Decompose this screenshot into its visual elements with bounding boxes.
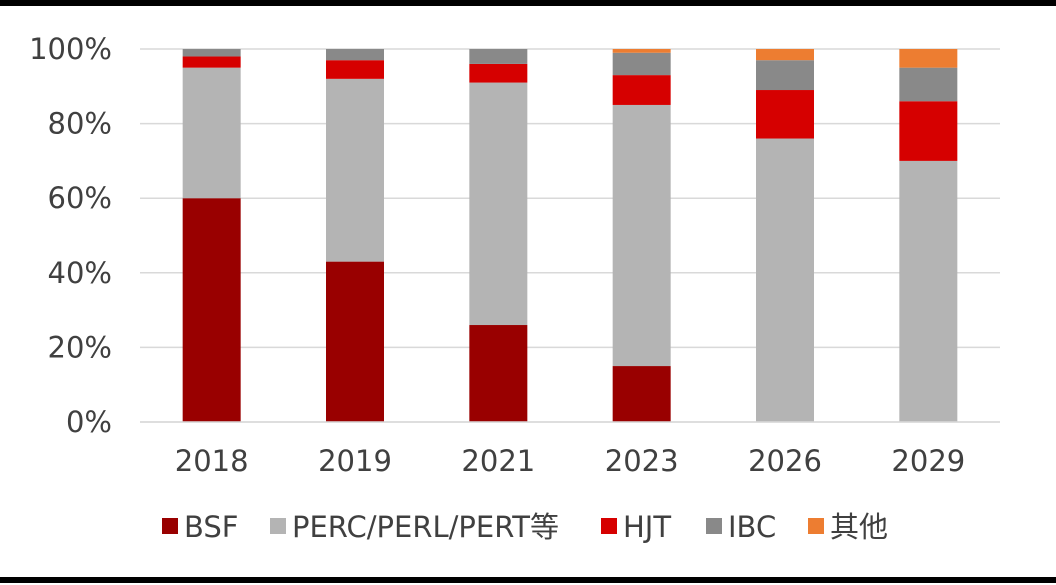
- bar-segment-2021-s3: [469, 49, 528, 64]
- x-tick-label-2026: 2026: [748, 444, 822, 478]
- legend-swatch-s1: [270, 518, 286, 534]
- bar-segment-2018-s0: [182, 198, 241, 422]
- bottom-rule: [0, 577, 1056, 583]
- bar-segment-2021-s1: [469, 82, 528, 326]
- bar-segment-2029-s1: [899, 160, 958, 422]
- legend-label-s3: IBC: [728, 510, 776, 544]
- bar-segment-2019-s0: [326, 261, 384, 422]
- x-tick-label-2023: 2023: [605, 444, 679, 478]
- bar-segment-2023-s0: [612, 366, 671, 422]
- x-tick-label-2018: 2018: [175, 444, 249, 478]
- x-axis-tick-labels: 2018 2019 2021 2023 2026 2029: [175, 444, 965, 478]
- bar-segment-2019-s3: [326, 49, 384, 61]
- y-tick-label: 0%: [66, 405, 112, 439]
- legend-swatch-s4: [808, 518, 824, 534]
- y-tick-label: 60%: [48, 181, 112, 215]
- bar-segment-2026-s1: [756, 138, 814, 422]
- bar-segment-2018-s1: [182, 67, 241, 199]
- x-tick-label-2021: 2021: [461, 444, 535, 478]
- bar-segment-2026-s2: [756, 90, 814, 139]
- bars: [140, 49, 1000, 423]
- y-tick-label: 80%: [48, 107, 112, 141]
- legend-label-s2: HJT: [623, 510, 671, 544]
- x-tick-label-2019: 2019: [318, 444, 392, 478]
- legend-label-s1: PERC/PERL/PERT等: [292, 510, 559, 544]
- bar-segment-2023-s4: [612, 49, 671, 53]
- legend-swatch-s2: [601, 518, 617, 534]
- bar-segment-2019-s2: [326, 60, 384, 79]
- y-tick-label: 20%: [48, 330, 112, 364]
- x-tick-label-2029: 2029: [891, 444, 965, 478]
- legend-swatch-s3: [706, 518, 722, 534]
- bar-segment-2026-s3: [756, 60, 814, 91]
- bar-segment-2021-s0: [469, 325, 528, 422]
- bar-segment-2018-s2: [182, 56, 241, 68]
- legend: BSF PERC/PERL/PERT等 HJT IBC 其他: [162, 510, 888, 544]
- y-tick-label: 40%: [48, 256, 112, 290]
- legend-swatch-s0: [162, 518, 178, 534]
- y-axis-tick-labels: 0% 20% 40% 60% 80% 100%: [29, 32, 112, 439]
- bar-segment-2021-s2: [469, 63, 528, 83]
- top-rule: [0, 0, 1056, 6]
- bar-segment-2029-s4: [899, 49, 958, 68]
- bar-segment-2029-s2: [899, 101, 958, 161]
- y-tick-label: 100%: [29, 32, 112, 66]
- bar-segment-2023-s3: [612, 52, 671, 76]
- gridlines: [140, 48, 1000, 423]
- bar-segment-2026-s4: [756, 49, 814, 61]
- bar-segment-2018-s3: [182, 49, 241, 57]
- bar-segment-2029-s3: [899, 67, 958, 102]
- bar-segment-2023-s1: [612, 104, 671, 367]
- legend-label-s4: 其他: [830, 510, 888, 544]
- legend-label-s0: BSF: [184, 510, 238, 544]
- bar-segment-2019-s1: [326, 78, 384, 262]
- bar-segment-2023-s2: [612, 75, 671, 105]
